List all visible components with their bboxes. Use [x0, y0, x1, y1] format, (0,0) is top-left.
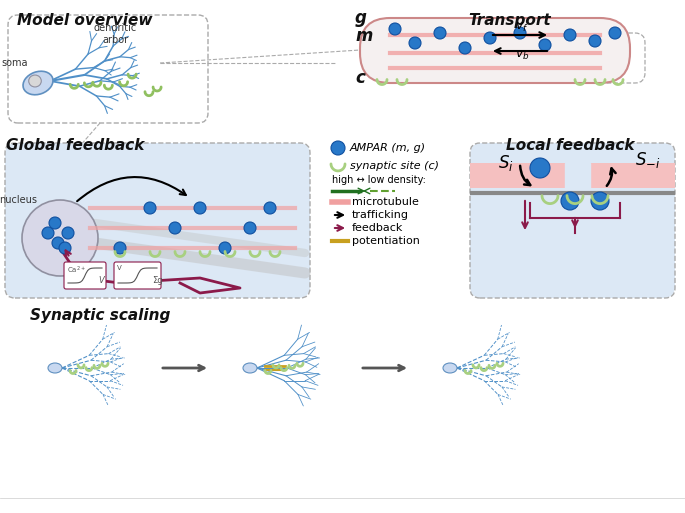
- Circle shape: [49, 217, 61, 229]
- Text: AMPAR (m, g): AMPAR (m, g): [350, 143, 426, 153]
- FancyBboxPatch shape: [114, 262, 161, 289]
- Text: $S_i$: $S_i$: [498, 153, 514, 173]
- Circle shape: [591, 192, 609, 210]
- Circle shape: [194, 202, 206, 214]
- Text: Synaptic scaling: Synaptic scaling: [30, 308, 170, 323]
- Circle shape: [62, 227, 74, 239]
- Circle shape: [389, 23, 401, 35]
- Circle shape: [530, 158, 550, 178]
- Circle shape: [169, 222, 181, 234]
- FancyBboxPatch shape: [470, 143, 675, 298]
- Text: high ↔ low density:: high ↔ low density:: [332, 175, 426, 185]
- Circle shape: [264, 202, 276, 214]
- Ellipse shape: [23, 71, 53, 95]
- Circle shape: [484, 32, 496, 44]
- Circle shape: [331, 141, 345, 155]
- Text: Σg: Σg: [152, 276, 162, 285]
- Circle shape: [59, 242, 71, 254]
- Circle shape: [144, 202, 156, 214]
- Circle shape: [219, 242, 231, 254]
- Ellipse shape: [443, 363, 457, 373]
- Circle shape: [244, 222, 256, 234]
- Text: V: V: [98, 276, 103, 285]
- Circle shape: [514, 27, 526, 39]
- Text: nucleus: nucleus: [0, 195, 37, 205]
- Text: Ca$^{2+}$: Ca$^{2+}$: [67, 265, 86, 277]
- Circle shape: [52, 237, 64, 249]
- Circle shape: [589, 35, 601, 47]
- Ellipse shape: [48, 363, 62, 373]
- Text: $v_f$: $v_f$: [515, 21, 529, 34]
- Text: dendritic
arbor: dendritic arbor: [93, 23, 136, 45]
- Circle shape: [22, 200, 98, 276]
- Circle shape: [409, 37, 421, 49]
- Text: Global feedback: Global feedback: [5, 138, 144, 153]
- Text: Transport: Transport: [469, 13, 551, 28]
- Text: feedback: feedback: [352, 223, 403, 233]
- Text: microtubule: microtubule: [352, 197, 419, 207]
- Text: V: V: [117, 265, 122, 271]
- Text: m: m: [355, 27, 373, 45]
- FancyBboxPatch shape: [360, 18, 630, 83]
- FancyBboxPatch shape: [5, 143, 310, 298]
- Text: g: g: [355, 9, 367, 27]
- Text: synaptic site (c): synaptic site (c): [350, 161, 439, 171]
- FancyBboxPatch shape: [470, 163, 675, 188]
- Text: Model overview: Model overview: [17, 13, 153, 28]
- Circle shape: [609, 27, 621, 39]
- Text: Local feedback: Local feedback: [506, 138, 634, 153]
- Ellipse shape: [243, 363, 257, 373]
- Text: potentiation: potentiation: [352, 236, 420, 246]
- Circle shape: [459, 42, 471, 54]
- Text: $S_{-i}$: $S_{-i}$: [635, 150, 660, 170]
- Circle shape: [539, 39, 551, 51]
- Circle shape: [561, 192, 579, 210]
- Circle shape: [114, 242, 126, 254]
- Circle shape: [564, 29, 576, 41]
- Ellipse shape: [29, 75, 41, 87]
- Text: $v_b$: $v_b$: [515, 49, 530, 62]
- Circle shape: [42, 227, 54, 239]
- Text: soma: soma: [2, 58, 28, 68]
- Text: trafficking: trafficking: [352, 210, 409, 220]
- FancyBboxPatch shape: [64, 262, 106, 289]
- Polygon shape: [565, 163, 590, 188]
- Circle shape: [434, 27, 446, 39]
- Text: c: c: [355, 69, 365, 87]
